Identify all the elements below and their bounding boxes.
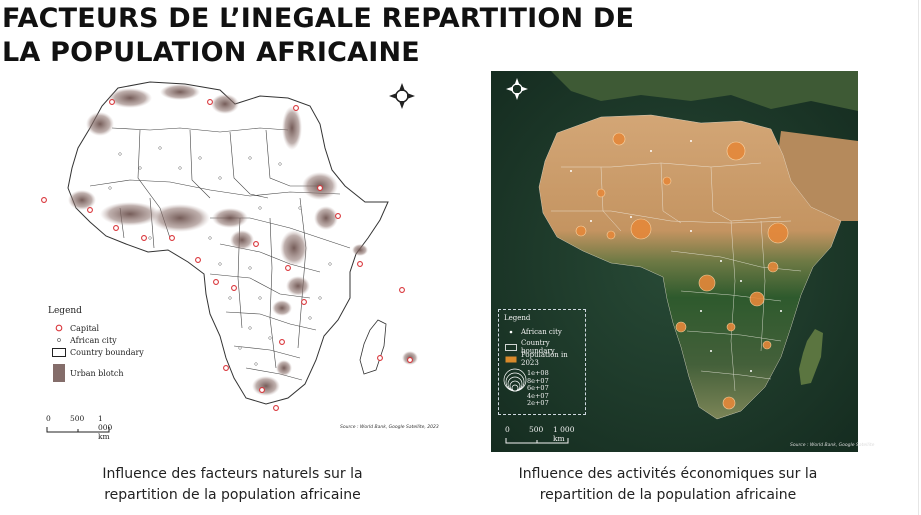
scale2-mid: 500 — [529, 425, 544, 434]
scale2-line — [505, 438, 569, 444]
country-borders — [551, 162, 802, 392]
right-source: Source : World Bank, Google Satellite — [790, 443, 875, 448]
left-caption-line-1: Influence des facteurs naturels sur la — [102, 466, 363, 482]
europe-landmass — [551, 71, 858, 111]
compass-icon — [506, 78, 528, 100]
legend2-row-population: Population in 2023 — [505, 351, 585, 367]
bubble-size-labels: 1e+08 8e+07 6e+07 4e+07 2e+07 — [527, 369, 549, 408]
size-label-3: 6e+07 — [527, 384, 549, 393]
title-line-1: FACTEURS DE L’INEGALE REPARTITION DE — [2, 3, 635, 34]
bubble-size-key-icon — [503, 368, 527, 392]
legend-label-boundary: Country boundary — [70, 347, 144, 357]
city-dots — [108, 146, 332, 366]
legend2-row-boundary: Country boundary — [505, 339, 585, 355]
legend-row-city: African city — [48, 334, 144, 346]
capital-markers — [41, 99, 413, 411]
left-map-caption: Influence des facteurs naturels sur la r… — [60, 464, 405, 506]
right-caption-line-1: Influence des activités économiques sur … — [518, 466, 818, 482]
blotch-icon — [48, 363, 70, 383]
legend-row-capital: Capital — [48, 322, 144, 334]
scale2-zero: 0 — [505, 425, 510, 434]
natural-map-legend: Legend Capital African city Country boun… — [48, 306, 144, 384]
scale-mid: 500 — [70, 414, 85, 423]
right-caption-line-2: repartition de la population africaine — [539, 487, 797, 503]
legend2-label-population: Population in 2023 — [521, 351, 568, 367]
right-map-caption: Influence des activités économiques sur … — [478, 464, 858, 506]
urban-blotches — [68, 84, 418, 396]
city-point-icon — [505, 330, 517, 334]
left-scale-bar: 0 500 1 000 km — [46, 414, 116, 441]
legend-label-city: African city — [70, 335, 117, 345]
economic-map-legend: Legend African city Country boundary Pop… — [498, 309, 586, 415]
legend-title: Legend — [48, 306, 82, 316]
page-title: FACTEURS DE L’INEGALE REPARTITION DE LA … — [2, 2, 702, 70]
madagascar-outline — [359, 319, 387, 375]
africa-outline — [67, 81, 389, 405]
natural-factors-map — [41, 81, 418, 411]
left-caption-line-2: repartition de la population africaine — [104, 487, 361, 503]
population-swatch-icon — [505, 356, 517, 363]
legend-row-blotch: Urban blotch — [48, 362, 144, 384]
size-label-5: 2e+07 — [527, 399, 549, 408]
city-points — [570, 140, 782, 372]
capital-icon — [48, 324, 70, 332]
legend2-title: Legend — [504, 314, 531, 322]
legend2-label-city: African city — [521, 328, 562, 336]
title-line-2: LA POPULATION AFRICAINE — [2, 37, 420, 68]
arabia-landmass — [777, 131, 858, 221]
scale-end: 1 000 km — [98, 414, 113, 441]
city-dot-icon — [48, 337, 70, 343]
legend-row-boundary: Country boundary — [48, 346, 144, 358]
scale-line — [46, 427, 110, 433]
scale2-end: 1 000 km — [553, 425, 575, 443]
size-label-2: 8e+07 — [527, 376, 549, 385]
scale-zero: 0 — [46, 414, 51, 423]
size-label-4: 4e+07 — [527, 391, 549, 400]
compass-icon — [389, 83, 415, 109]
legend2-row-city: African city — [505, 328, 562, 336]
population-bubbles — [575, 132, 789, 410]
right-scale-bar: 0 500 1 000 km — [505, 425, 585, 446]
economic-activities-map — [491, 71, 858, 452]
slide-edge-divider — [918, 0, 919, 515]
size-label-1: 1e+08 — [527, 369, 549, 377]
boundary-icon — [505, 343, 517, 351]
boundary-icon — [48, 347, 70, 357]
legend-label-capital: Capital — [70, 323, 100, 333]
madagascar-landmass — [799, 329, 823, 385]
left-source: Source : World Bank, Google Satellite, 2… — [340, 425, 439, 430]
legend-label-blotch: Urban blotch — [70, 368, 124, 378]
legend2-label-boundary: Country boundary — [521, 339, 555, 355]
